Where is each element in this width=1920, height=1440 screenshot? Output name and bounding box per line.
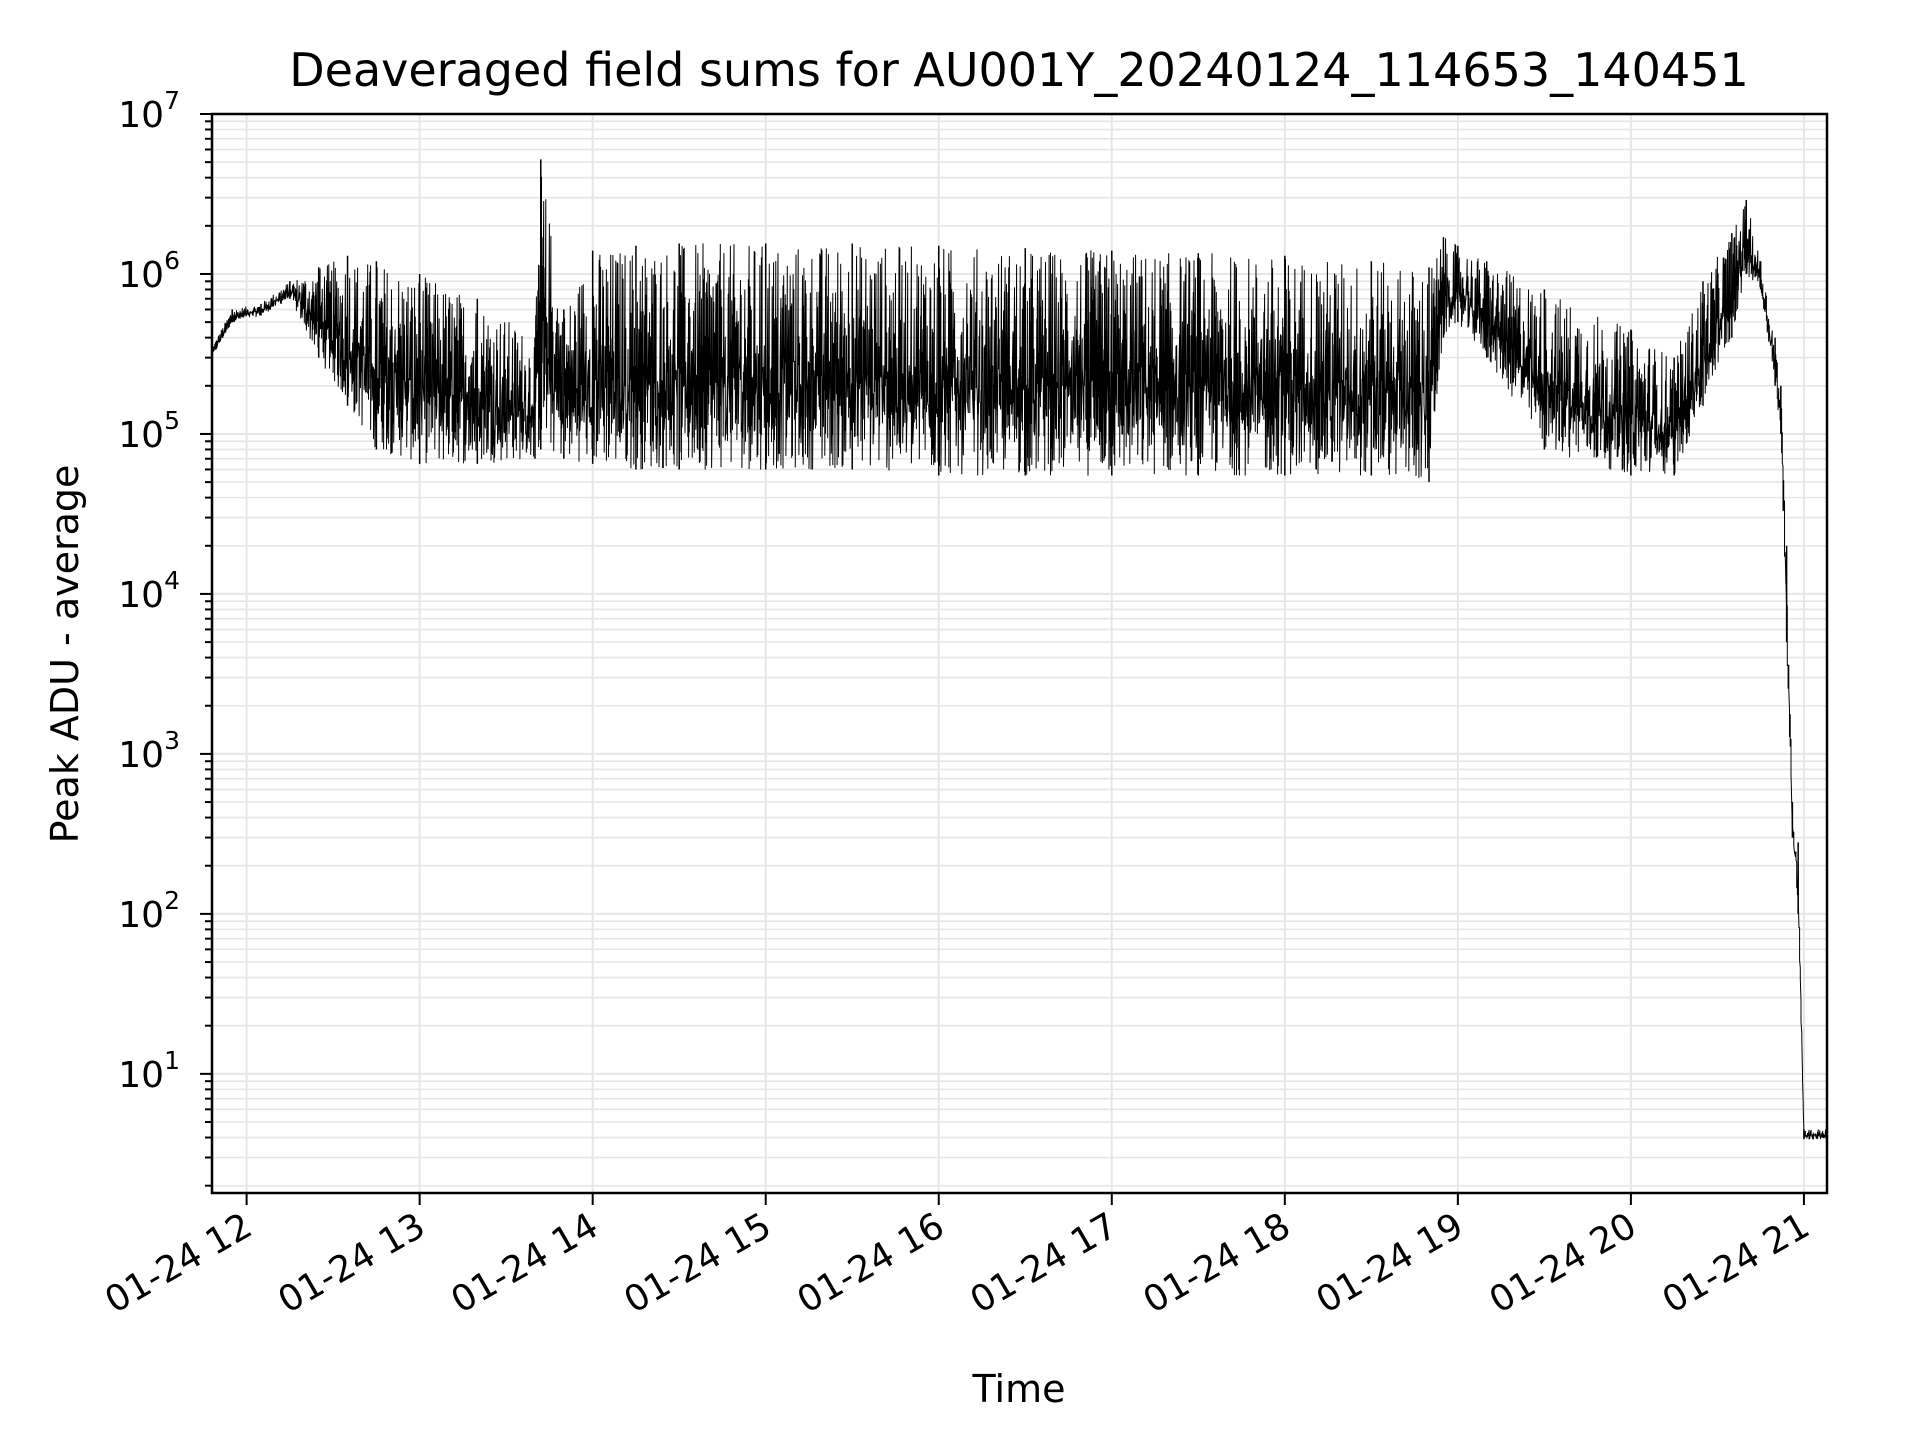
y-tick-label-base: 10 bbox=[118, 1055, 164, 1096]
y-tick-label-exponent: 7 bbox=[164, 86, 180, 115]
y-tick-label-exponent: 6 bbox=[164, 246, 180, 275]
y-tick-label: 102 bbox=[118, 886, 180, 936]
chart-title: Deaveraged field sums for AU001Y_2024012… bbox=[289, 43, 1749, 97]
y-tick-label: 105 bbox=[118, 406, 180, 456]
y-tick-label: 106 bbox=[118, 246, 180, 296]
series-layer bbox=[211, 159, 1828, 1140]
series-line bbox=[211, 176, 1828, 1140]
plot-frame bbox=[210, 112, 1829, 1195]
y-tick-label-base: 10 bbox=[118, 575, 164, 616]
y-tick-label-exponent: 5 bbox=[164, 406, 180, 435]
y-tick-label: 107 bbox=[118, 86, 180, 136]
y-tick-label: 103 bbox=[118, 726, 180, 776]
y-tick-label-exponent: 4 bbox=[164, 566, 180, 595]
y-tick-label-base: 10 bbox=[118, 95, 164, 136]
grid bbox=[212, 113, 1827, 1193]
y-tick-label: 104 bbox=[118, 566, 180, 616]
x-axis-label: Time bbox=[972, 1367, 1066, 1411]
y-tick-label: 101 bbox=[118, 1046, 180, 1096]
y-tick-label-exponent: 1 bbox=[164, 1046, 180, 1075]
y-tick-label-base: 10 bbox=[118, 735, 164, 776]
y-tick-label-exponent: 2 bbox=[164, 886, 180, 915]
y-tick-label-exponent: 3 bbox=[164, 726, 180, 755]
series-0 bbox=[211, 159, 1828, 1140]
y-tick-label-base: 10 bbox=[118, 895, 164, 936]
y-axis-label: Peak ADU - average bbox=[43, 465, 87, 844]
y-tick-label-base: 10 bbox=[118, 255, 164, 296]
y-tick-label-base: 10 bbox=[118, 415, 164, 456]
